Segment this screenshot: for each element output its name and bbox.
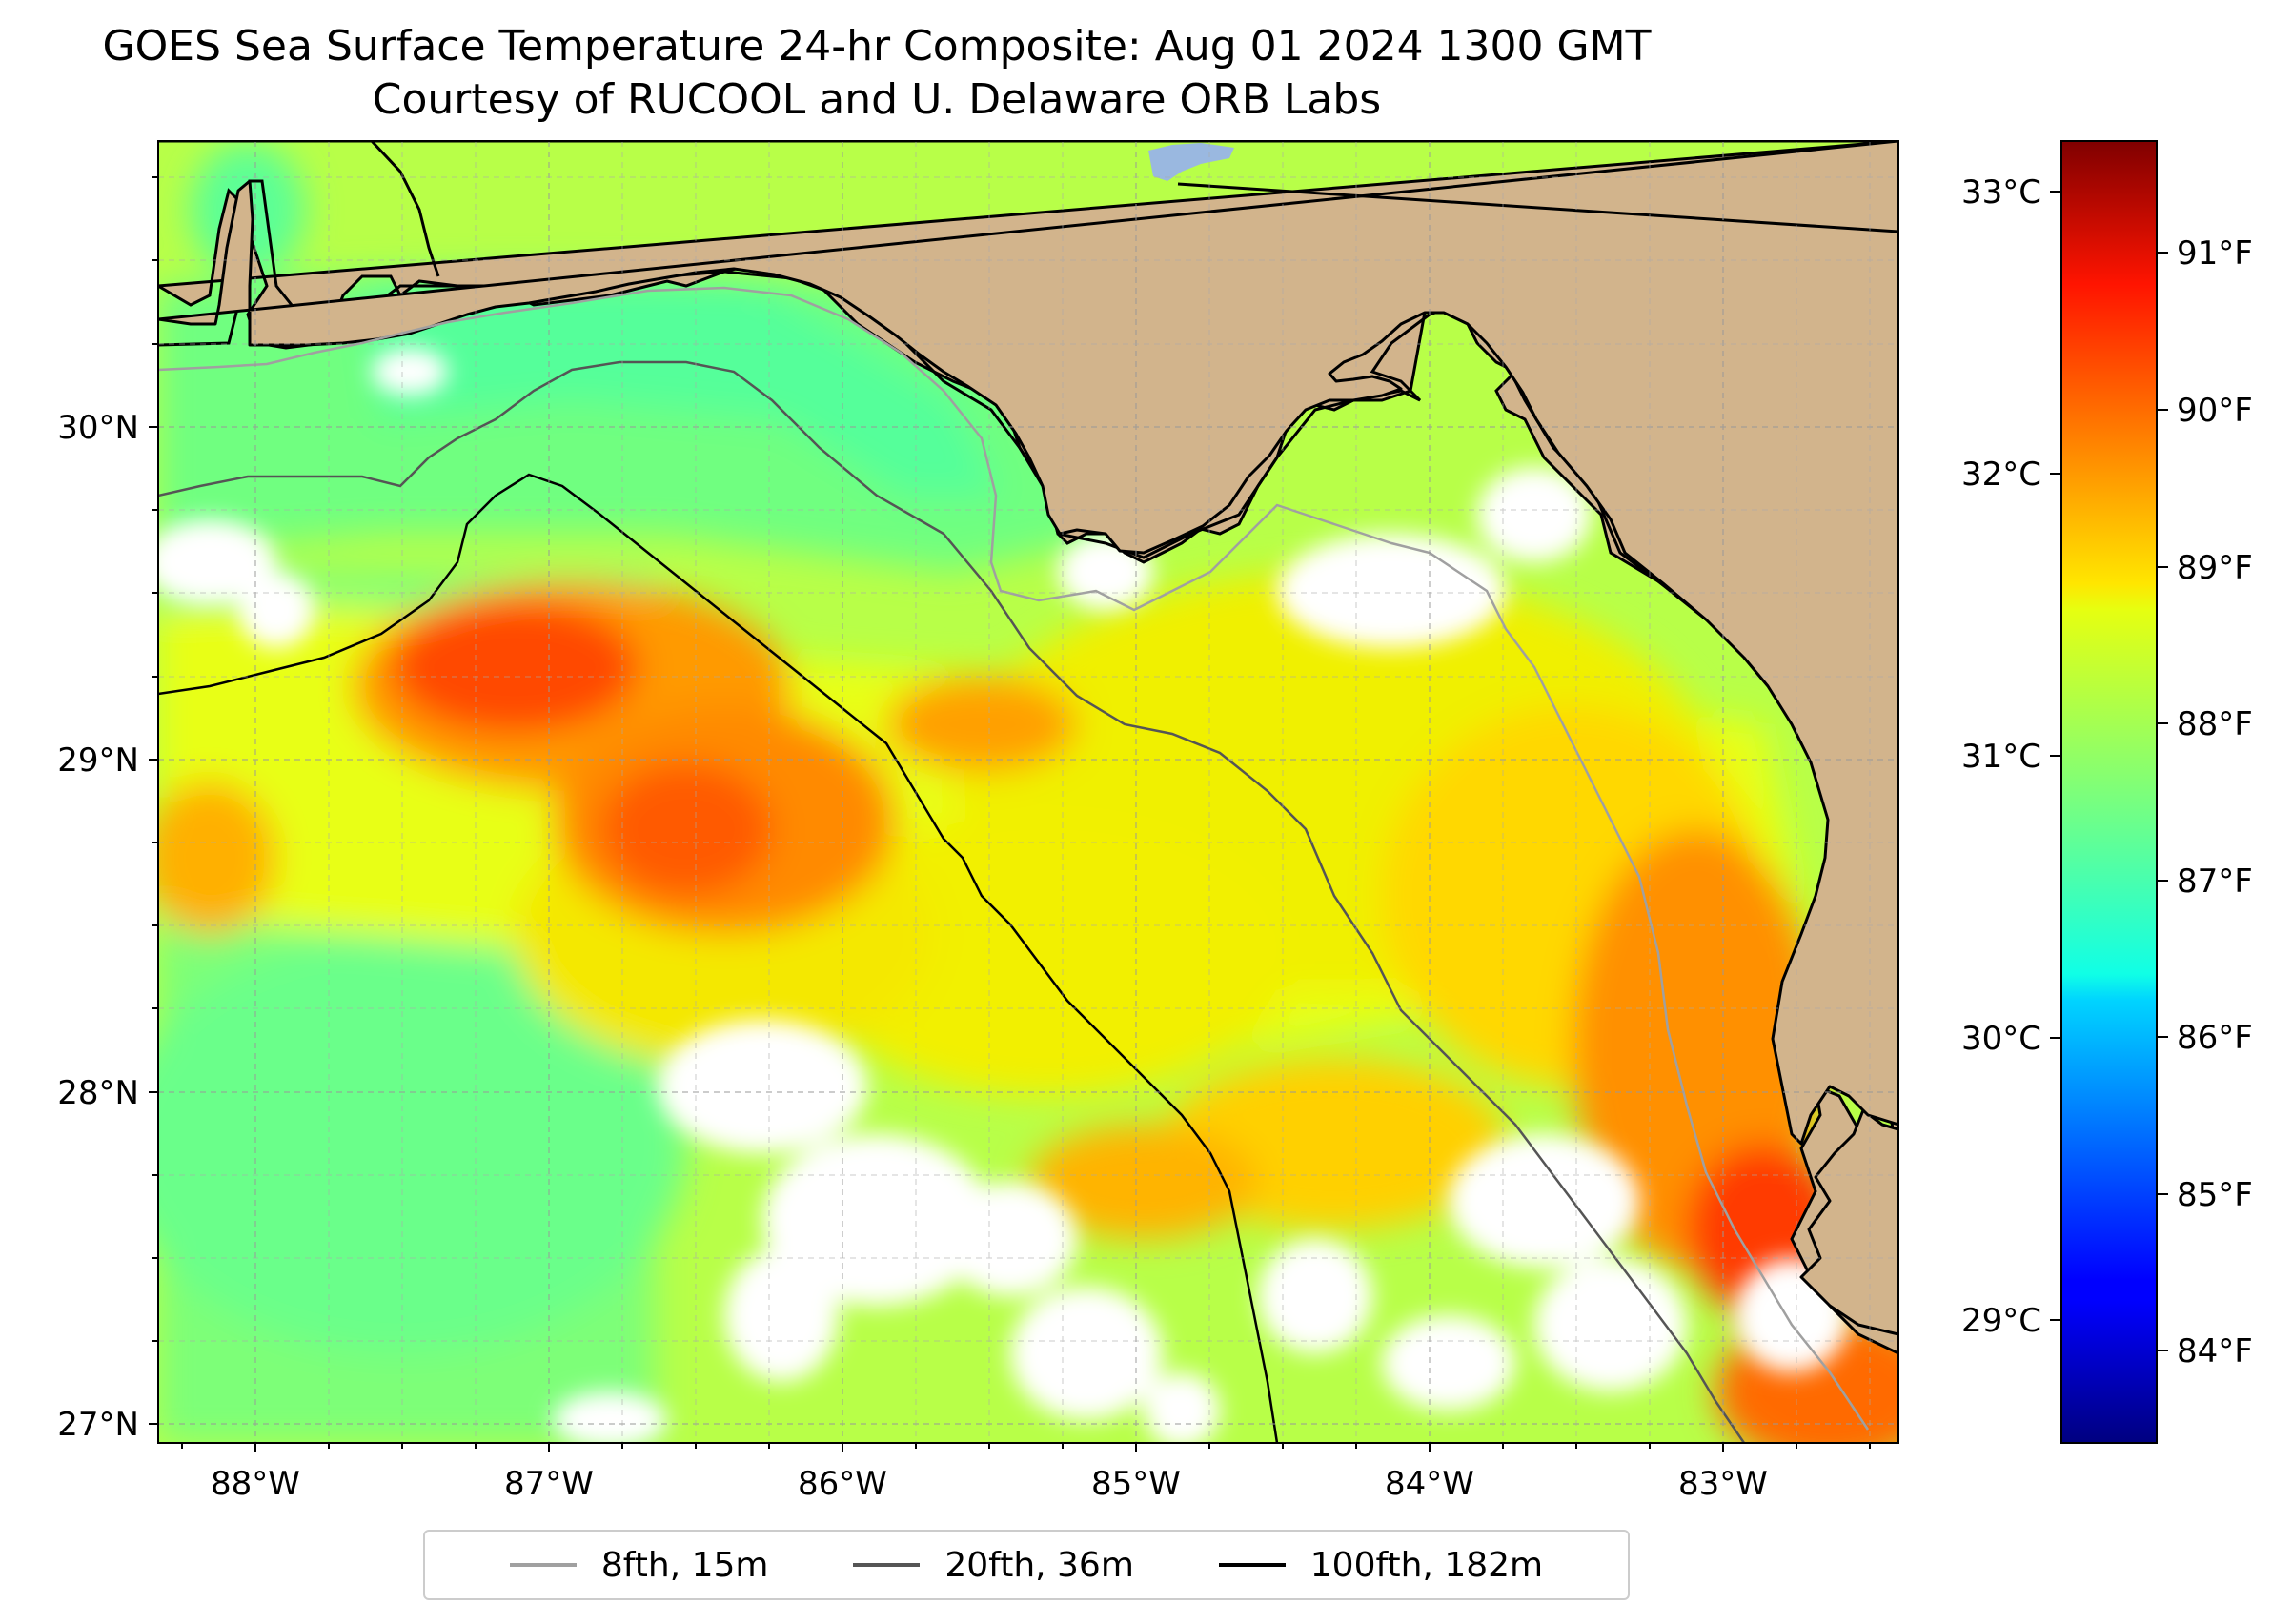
colorbar-f-label: 85°F <box>2177 1176 2253 1214</box>
colorbar-c-label: 32°C <box>1961 456 2041 494</box>
colorbar-c-label: 33°C <box>1961 173 2041 212</box>
legend-line-8fth <box>509 1563 577 1567</box>
colorbar-c-label: 29°C <box>1961 1302 2041 1340</box>
legend-item-100fth: 100fth, 182m <box>1218 1545 1544 1585</box>
lon-axis <box>181 1443 1871 1452</box>
colorbar-f-labels: 91°F 90°F 89°F 88°F 87°F 86°F 85°F 84°F <box>2177 234 2253 1370</box>
colorbar-f-label: 86°F <box>2177 1019 2253 1057</box>
legend-item-8fth: 8fth, 15m <box>509 1545 769 1585</box>
colorbar-c-label: 30°C <box>1961 1020 2041 1058</box>
lat-tick-label: 27°N <box>57 1406 139 1444</box>
colorbar-f-label: 87°F <box>2177 863 2253 901</box>
lon-tick-label: 83°W <box>1678 1465 1768 1503</box>
land-clean <box>158 141 1898 1336</box>
legend-line-20fth <box>853 1563 921 1567</box>
map-frame <box>157 140 1899 1444</box>
map-subtitle: Courtesy of RUCOOL and U. Delaware ORB L… <box>372 75 1382 124</box>
contour-100fth <box>158 473 1279 1443</box>
map-area <box>158 141 1898 1443</box>
lake <box>1148 143 1234 181</box>
minor-gridlines <box>158 141 1898 1443</box>
lon-tick-label: 86°W <box>798 1465 887 1503</box>
colorbar-f-ticks <box>2157 252 2168 1351</box>
colorbar-c-ticks <box>2050 191 2061 1321</box>
cloud-gaps <box>158 348 1849 1443</box>
colorbar-f-label: 90°F <box>2177 392 2253 430</box>
lat-tick-label: 29°N <box>57 741 139 780</box>
colorbar-f-label: 91°F <box>2177 234 2253 273</box>
sst-gradient-patches <box>158 143 1898 1443</box>
legend-label: 20fth, 36m <box>944 1545 1134 1585</box>
lon-tick-label: 88°W <box>211 1465 300 1503</box>
lat-labels: 30°N 29°N 28°N 27°N <box>57 409 139 1444</box>
map-title: GOES Sea Surface Temperature 24-hr Compo… <box>102 22 1652 71</box>
lat-tick-label: 30°N <box>57 409 139 447</box>
colorbar-c-label: 31°C <box>1961 738 2041 776</box>
legend-line-100fth <box>1218 1563 1286 1567</box>
lat-axis <box>149 176 158 1425</box>
colorbar-f-label: 84°F <box>2177 1332 2253 1370</box>
gridlines <box>158 141 1898 1443</box>
contour-8fth <box>158 286 1870 1431</box>
legend-label: 8fth, 15m <box>600 1545 769 1585</box>
contour-legend: 8fth, 15m 20fth, 36m 100fth, 182m <box>423 1530 1630 1600</box>
lon-tick-label: 85°W <box>1091 1465 1181 1503</box>
colorbar-f-label: 88°F <box>2177 705 2253 743</box>
lon-tick-label: 87°W <box>504 1465 594 1503</box>
lat-tick-label: 28°N <box>57 1074 139 1112</box>
colorbar-c-labels: 33°C 32°C 31°C 30°C 29°C <box>1961 173 2041 1340</box>
lon-tick-label: 84°W <box>1385 1465 1474 1503</box>
legend-item-20fth: 20fth, 36m <box>853 1546 1134 1585</box>
contour-20fth <box>158 360 1746 1443</box>
state-border-west <box>370 141 440 277</box>
state-border <box>1177 182 1898 233</box>
colorbar-f-label: 89°F <box>2177 549 2253 587</box>
lon-labels: 88°W 87°W 86°W 85°W 84°W 83°W <box>211 1465 1768 1503</box>
legend-label: 100fth, 182m <box>1309 1545 1544 1585</box>
colorbar <box>2060 140 2158 1444</box>
